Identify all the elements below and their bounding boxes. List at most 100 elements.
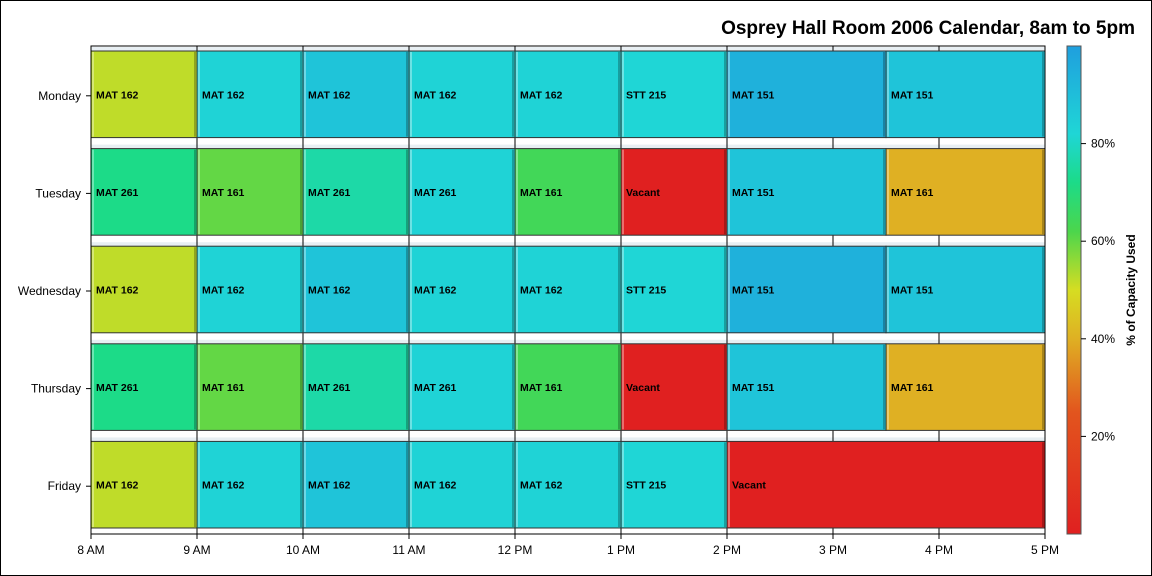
bar-highlight	[516, 344, 518, 430]
bar-rect	[196, 148, 304, 236]
bar-highlight	[622, 344, 624, 430]
bar-rect	[514, 50, 622, 139]
bar-highlight	[92, 442, 94, 527]
bar-label: MAT 161	[202, 382, 245, 394]
bar-highlight	[304, 442, 306, 527]
bar-highlight	[410, 344, 412, 430]
bar-highlight	[728, 442, 730, 527]
bar-rect	[885, 343, 1046, 431]
bar-highlight	[92, 149, 94, 235]
bar-shadow	[1042, 52, 1044, 137]
bar-label: MAT 162	[96, 480, 139, 492]
bar-highlight	[198, 149, 200, 235]
bar-label: Vacant	[626, 382, 660, 394]
bar-rect	[90, 148, 198, 236]
calendar-bar: MAT 161	[885, 148, 1046, 236]
bar-shadow	[194, 149, 196, 235]
bar-shadow	[883, 247, 885, 332]
bar-label: Vacant	[732, 480, 766, 492]
calendar-bar: MAT 162	[90, 245, 198, 334]
bar-label: MAT 162	[414, 480, 457, 492]
bar-label: MAT 162	[308, 480, 351, 492]
x-tick-label: 4 PM	[925, 543, 953, 557]
calendar-bar: Vacant	[620, 148, 728, 236]
bar-label: MAT 261	[308, 382, 351, 394]
bar-rect	[302, 245, 410, 334]
bar-label: MAT 162	[414, 285, 457, 297]
calendar-bar: MAT 162	[196, 245, 304, 334]
calendar-bar: MAT 151	[726, 148, 887, 236]
x-tick-label: 10 AM	[286, 543, 320, 557]
calendar-bar: MAT 161	[196, 343, 304, 431]
bar-shadow	[406, 442, 408, 527]
bar-highlight	[92, 344, 94, 430]
bar-shadow	[406, 149, 408, 235]
calendar-bar: MAT 162	[302, 50, 410, 139]
bar-label: MAT 161	[891, 382, 934, 394]
bar-shadow	[618, 442, 620, 527]
bar-highlight	[728, 52, 730, 137]
bar-rect	[302, 440, 410, 529]
bar-label: MAT 162	[308, 285, 351, 297]
calendar-bar: MAT 162	[514, 440, 622, 529]
bar-highlight	[198, 247, 200, 332]
bar-shadow	[618, 247, 620, 332]
bar-shadow	[1042, 149, 1044, 235]
bar-shadow	[300, 247, 302, 332]
colorbar-tick-label: 40%	[1091, 332, 1115, 346]
bar-rect	[885, 50, 1046, 139]
bar-rect	[90, 245, 198, 334]
calendar-bar: MAT 161	[514, 148, 622, 236]
bar-rect	[620, 148, 728, 236]
bar-rect	[885, 148, 1046, 236]
bar-rect	[196, 343, 304, 431]
bar-label: MAT 261	[308, 187, 351, 199]
bar-label: MAT 162	[96, 89, 139, 101]
bar-highlight	[304, 52, 306, 137]
calendar-bar: MAT 162	[514, 245, 622, 334]
bar-shadow	[406, 247, 408, 332]
calendar-bar: MAT 162	[514, 50, 622, 139]
bar-shadow	[512, 149, 514, 235]
bar-label: MAT 162	[414, 89, 457, 101]
bar-shadow	[406, 52, 408, 137]
calendar-bar: MAT 151	[726, 245, 887, 334]
bar-shadow	[300, 149, 302, 235]
bar-label: MAT 151	[732, 89, 775, 101]
bar-shadow	[300, 52, 302, 137]
bar-highlight	[887, 344, 889, 430]
bar-rect	[726, 343, 887, 431]
bar-label: MAT 161	[520, 187, 563, 199]
calendar-bar: STT 215	[620, 440, 728, 529]
calendar-bar: MAT 162	[90, 440, 198, 529]
bar-shadow	[512, 52, 514, 137]
bar-highlight	[516, 442, 518, 527]
calendar-bar: MAT 162	[196, 50, 304, 139]
bar-shadow	[512, 442, 514, 527]
bar-highlight	[198, 442, 200, 527]
y-axis: Monday Tuesday Wednesday Thursday Friday	[18, 89, 91, 493]
bar-label: MAT 162	[308, 89, 351, 101]
calendar-bar: STT 215	[620, 245, 728, 334]
calendar-bar: MAT 261	[302, 148, 410, 236]
calendar-bar: MAT 162	[408, 245, 516, 334]
bar-shadow	[724, 52, 726, 137]
bar-shadow	[406, 344, 408, 430]
bar-highlight	[728, 344, 730, 430]
bar-highlight	[92, 52, 94, 137]
calendar-bar: MAT 162	[302, 440, 410, 529]
x-axis: 8 AM 9 AM 10 AM 11 AM 12 PM 1 PM 2 PM 3 PM 4 PM 5…	[77, 534, 1059, 557]
bar-label: MAT 161	[891, 187, 934, 199]
bar-shadow	[512, 344, 514, 430]
bar-rect	[196, 245, 304, 334]
bar-shadow	[1042, 247, 1044, 332]
bar-shadow	[618, 149, 620, 235]
bar-shadow	[512, 247, 514, 332]
bar-highlight	[728, 247, 730, 332]
bar-shadow	[724, 149, 726, 235]
bar-rect	[620, 245, 728, 334]
bar-highlight	[198, 344, 200, 430]
plot-frame	[90, 45, 1046, 535]
bar-label: Vacant	[626, 187, 660, 199]
